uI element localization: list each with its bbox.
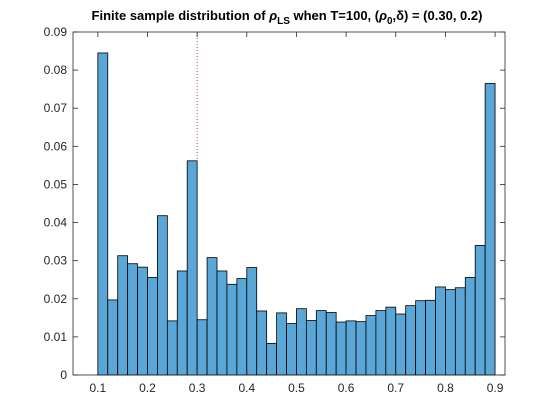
histogram-bar — [325, 312, 337, 376]
histogram-bar — [117, 255, 129, 376]
histogram-bar — [206, 257, 218, 376]
histogram-bar — [405, 305, 417, 376]
x-tick-label: 0.4 — [238, 381, 255, 395]
x-tick-label: 0.2 — [139, 381, 156, 395]
x-tick-label: 0.3 — [189, 381, 206, 395]
histogram-bar — [127, 263, 138, 376]
histogram-bar — [166, 320, 178, 376]
chart-title: Finite sample distribution of ρLS when T… — [92, 8, 483, 27]
histogram-bar — [474, 245, 486, 376]
y-tick-label: 0.04 — [44, 216, 68, 230]
histogram-bar — [107, 299, 119, 376]
histogram-bar — [464, 277, 476, 376]
x-tick-label: 0.6 — [338, 381, 355, 395]
histogram-bar — [385, 306, 397, 376]
histogram-bar — [246, 267, 258, 376]
histogram-bar — [415, 300, 426, 376]
histogram-bar — [186, 160, 198, 376]
histogram-bar — [226, 283, 238, 376]
y-tick-label: 0.07 — [44, 101, 68, 115]
histogram-bar — [395, 313, 407, 376]
histogram-bar — [147, 277, 158, 376]
histogram-bar — [176, 270, 188, 376]
histogram-bar — [345, 320, 357, 376]
x-tick-label: 0.1 — [89, 381, 106, 395]
histogram-bar — [266, 342, 277, 376]
histogram-bar — [355, 321, 367, 376]
histogram-bar — [365, 315, 377, 376]
y-tick-label: 0.09 — [44, 25, 68, 39]
histogram-bar — [196, 319, 208, 376]
histogram-bar — [137, 266, 148, 376]
histogram-bar — [296, 308, 307, 376]
x-tick-label: 0.8 — [437, 381, 454, 395]
histogram-bar — [484, 83, 496, 376]
x-tick-label: 0.7 — [387, 381, 404, 395]
histogram-bar — [315, 310, 327, 376]
y-tick-label: 0 — [60, 368, 67, 382]
x-tick-label: 0.5 — [288, 381, 305, 395]
histogram-bar — [375, 310, 387, 376]
histogram-bar — [425, 299, 436, 376]
histogram-bar — [454, 287, 466, 376]
histogram-bar — [216, 270, 228, 376]
axes-box — [72, 31, 506, 376]
y-tick-label: 0.01 — [44, 330, 68, 344]
plot-area: 0 0.01 0.02 0.03 0.04 0.05 0.06 0.07 0.08 0.09 0.1… — [44, 25, 506, 395]
histogram-bar — [157, 215, 168, 376]
histogram-bar — [276, 312, 287, 376]
histogram-bar — [256, 310, 268, 376]
histogram-bar — [236, 278, 248, 376]
y-tick-label: 0.05 — [44, 177, 68, 191]
y-tick-label: 0.08 — [44, 63, 68, 77]
histogram-bar — [97, 52, 109, 376]
y-tick-label: 0.03 — [44, 254, 68, 268]
histogram-bar — [305, 320, 317, 376]
histogram-bar — [445, 289, 456, 376]
histogram-bar — [335, 321, 347, 376]
y-tick-label: 0.06 — [44, 139, 68, 153]
histogram-bar — [435, 286, 446, 376]
x-tick-label: 0.9 — [487, 381, 504, 395]
y-tick-label: 0.02 — [44, 292, 68, 306]
histogram-bar — [286, 323, 297, 376]
